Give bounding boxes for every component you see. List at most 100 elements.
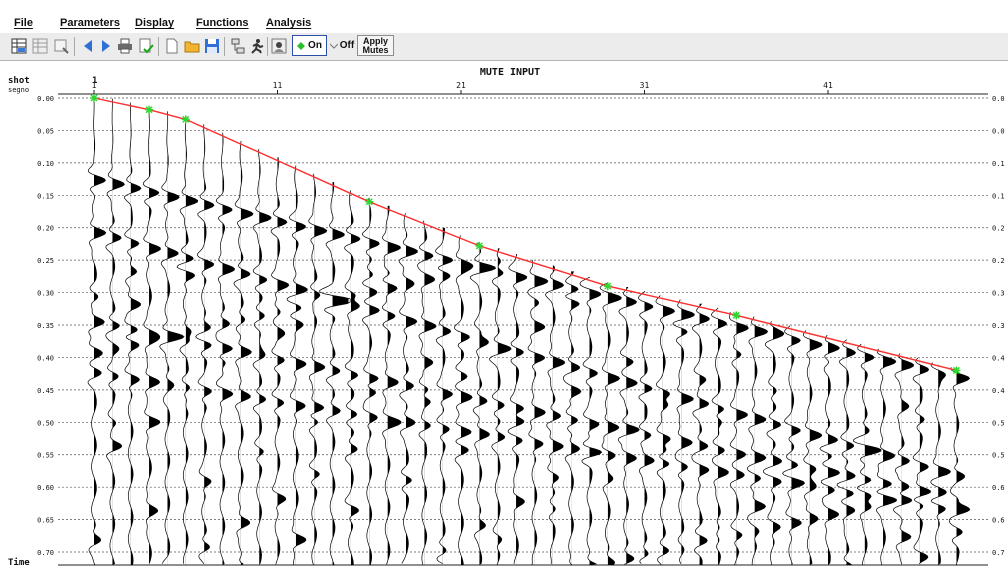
trace-wiggle — [691, 303, 710, 565]
time-tick-label: 0.55 — [37, 452, 54, 460]
trace-wiggle — [417, 220, 437, 565]
trace-wiggle — [361, 198, 380, 566]
menu-display[interactable]: Display — [135, 17, 175, 29]
time-tick-label: 0.00 — [37, 95, 54, 103]
trace-wiggle — [142, 106, 162, 564]
trace-fill — [754, 316, 768, 565]
table-icon[interactable] — [9, 36, 29, 56]
right-tick-label: 0.5 — [992, 419, 1005, 427]
menu-analysis[interactable]: Analysis — [266, 17, 312, 29]
mute-pick-marker[interactable] — [181, 115, 190, 124]
trace-fill — [736, 312, 749, 565]
right-tick-label: 0.3 — [992, 290, 1005, 298]
mute-pick-marker[interactable] — [365, 197, 374, 206]
trace-fill — [938, 362, 951, 565]
trace-fill — [405, 231, 418, 555]
trace-fill — [626, 287, 640, 564]
right-tick-label: 0.4 — [992, 387, 1005, 395]
time-grid — [58, 97, 988, 553]
trace-wiggle — [762, 321, 785, 565]
menu-parameters[interactable]: Parameters — [60, 17, 120, 29]
arrow-left-icon[interactable] — [78, 36, 98, 56]
shot-value: 1 — [92, 76, 97, 86]
network-icon[interactable] — [228, 36, 248, 56]
on-label: On — [308, 40, 322, 51]
document-check-icon[interactable] — [136, 36, 156, 56]
plot-title: MUTE INPUT — [480, 67, 540, 78]
table-gray-icon[interactable] — [30, 36, 50, 56]
trace-wiggle — [344, 190, 361, 565]
open-folder-icon[interactable] — [182, 36, 202, 56]
trace-fill — [846, 339, 856, 565]
run-icon[interactable] — [247, 36, 267, 56]
menu-file[interactable]: File — [14, 17, 33, 29]
pick-mode-icon[interactable] — [269, 36, 289, 56]
trace-fill — [956, 372, 970, 564]
save-icon[interactable] — [202, 36, 222, 56]
trace-fill — [204, 135, 214, 552]
new-document-icon[interactable] — [162, 36, 182, 56]
trace-fill — [497, 248, 512, 563]
seismic-display[interactable]: MUTE INPUT shot 1 segno Time 1 11 21 31 41 0… — [0, 61, 1008, 568]
trace-fill — [644, 291, 655, 565]
trace-fill — [681, 308, 695, 556]
trace-wiggle — [195, 124, 215, 564]
trace-fill — [809, 339, 823, 565]
mute-pick-marker[interactable] — [732, 311, 741, 320]
apply-label-2: Mutes — [362, 44, 389, 55]
mute-pick-marker[interactable] — [952, 366, 961, 375]
time-tick-label: 0.60 — [37, 484, 54, 492]
trace-axis: 1 11 21 31 41 — [58, 81, 988, 566]
trace-wiggle — [579, 276, 603, 565]
trace-wiggle — [802, 330, 823, 564]
segno-label: segno — [8, 86, 29, 94]
trace-wiggle — [930, 362, 951, 564]
trace-fill — [167, 111, 184, 565]
trace-fill — [442, 227, 453, 565]
right-tick-label: 0.7 — [992, 549, 1005, 557]
trace-wiggle — [853, 343, 882, 565]
mute-curve[interactable] — [90, 94, 961, 375]
right-tick-label: 0.6 — [992, 517, 1005, 525]
arrow-right-icon[interactable] — [96, 36, 116, 56]
trace-fill — [240, 140, 254, 565]
mute-line[interactable] — [93, 97, 957, 372]
trace-fill — [424, 220, 437, 565]
trace-wiggle — [453, 235, 474, 565]
trace-fill — [883, 348, 897, 565]
apply-label-1: Apply — [362, 35, 388, 46]
trace-wiggle — [308, 173, 328, 565]
right-tick-label: 0.6 — [992, 484, 1005, 492]
trace-tick-label: 41 — [823, 81, 833, 90]
time-tick-label: 0.45 — [37, 387, 54, 395]
mute-pick-marker[interactable] — [145, 105, 154, 114]
menu-functions[interactable]: Functions — [196, 17, 249, 29]
trace-fill — [130, 102, 141, 565]
shot-label: shot — [8, 76, 30, 86]
trace-wiggle — [176, 116, 199, 564]
trace-wiggle — [836, 339, 857, 566]
mute-off-toggle[interactable]: Off — [329, 35, 355, 56]
time-tick-label: 0.65 — [37, 517, 54, 525]
trace-fill — [571, 271, 581, 565]
time-tick-label: 0.50 — [37, 419, 54, 427]
trace-wiggle — [233, 140, 254, 565]
zoom-icon[interactable] — [51, 36, 71, 56]
mute-pick-marker[interactable] — [475, 241, 484, 250]
trace-fill — [534, 275, 548, 550]
right-tick-label: 0.5 — [992, 452, 1005, 460]
trace-wiggle — [507, 254, 528, 564]
trace-tick-label: 1 — [92, 81, 97, 90]
mute-on-toggle[interactable]: On — [292, 35, 327, 56]
time-tick-label: 0.05 — [37, 127, 54, 135]
apply-mutes-button[interactable]: Apply Mutes — [357, 35, 394, 56]
trace-fill — [350, 190, 360, 565]
trace-wiggle — [819, 334, 841, 564]
mute-pick-marker[interactable] — [603, 282, 612, 291]
mute-pick-marker[interactable] — [90, 94, 98, 102]
trace-wiggle — [252, 149, 272, 565]
printer-icon[interactable] — [115, 36, 135, 56]
right-tick-label: 0.0 — [992, 95, 1005, 103]
trace-wiggle — [599, 282, 622, 566]
trace-fill — [369, 198, 380, 565]
